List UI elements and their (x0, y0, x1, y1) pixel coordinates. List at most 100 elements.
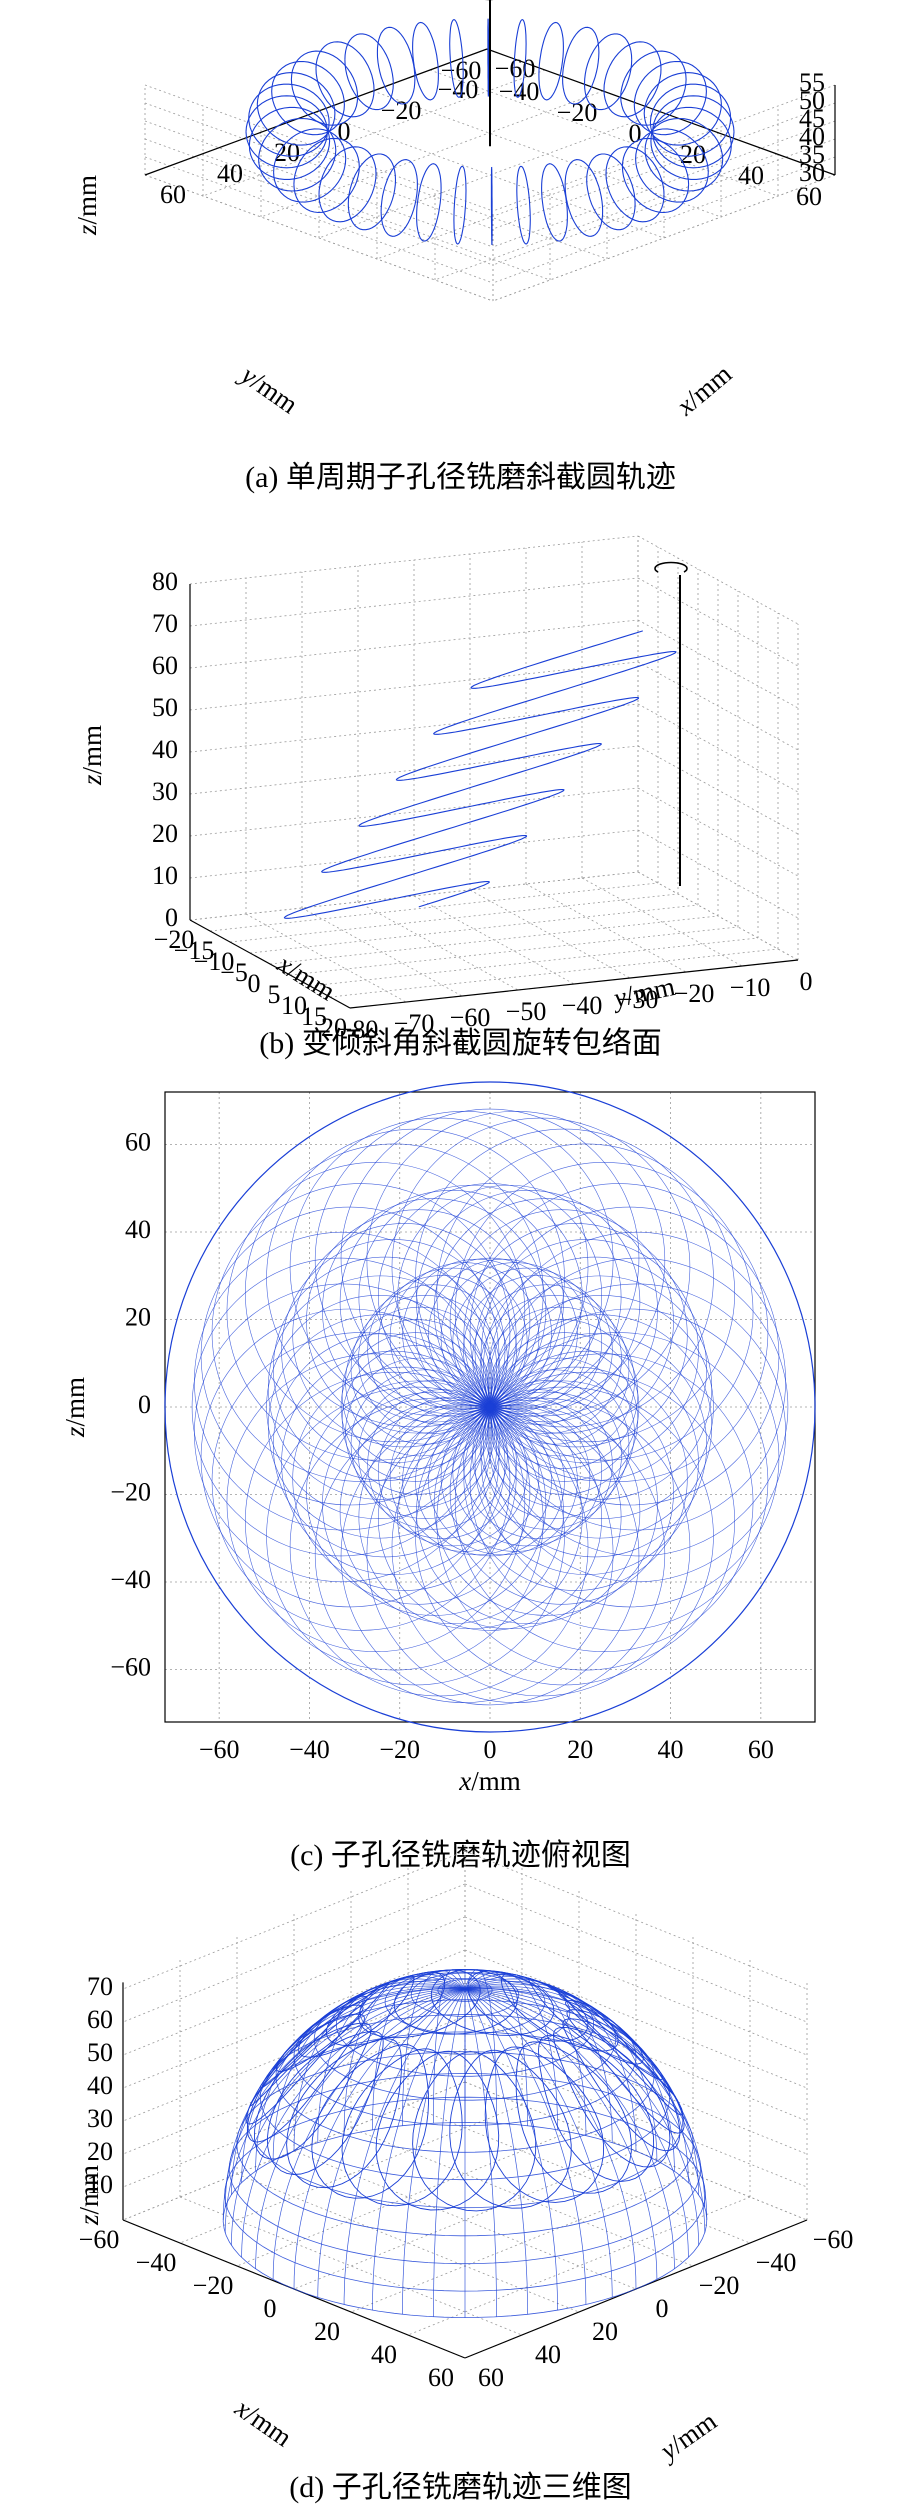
grid-line (469, 889, 631, 979)
trajectory-circle (293, 137, 360, 214)
y-axis-label: y/mm (652, 2406, 722, 2468)
z-tick-label: 40 (87, 2071, 113, 2100)
z-tick-label: 50 (152, 693, 178, 722)
trajectory-circle (366, 1111, 666, 1410)
y-tick-label: −10 (730, 973, 771, 1002)
x-tick-label: 5 (268, 980, 281, 1009)
rotation-arrow-icon (654, 561, 688, 573)
trajectory-circle (490, 166, 493, 245)
y-tick-label: −20 (674, 979, 715, 1008)
z-axis-label: z/mm (77, 725, 107, 786)
y-tick-label: 0 (800, 967, 813, 996)
trajectory-circle (586, 153, 636, 231)
trajectory-circle (298, 1975, 415, 2058)
trajectory-circle (652, 95, 735, 169)
x-tick-label: 40 (217, 159, 243, 188)
trajectory-circle (605, 146, 665, 223)
trajectory-circle (485, 1306, 635, 1457)
x-tick-label: 0 (264, 2294, 277, 2323)
y-tick-label: −60 (813, 2225, 854, 2254)
trajectory-circle (513, 18, 527, 98)
trajectory-circle (249, 1995, 368, 2107)
z-tick-label: 45 (799, 104, 825, 133)
z-tick-label: 30 (152, 777, 178, 806)
grid-line (637, 703, 799, 793)
envelope-curve (283, 630, 677, 919)
grid-line (249, 904, 699, 954)
grid-line (357, 901, 519, 991)
grid-line (189, 787, 639, 837)
z-tick-label: 10 (87, 2170, 113, 2199)
y-tick-label: −60 (110, 1652, 151, 1681)
trajectory-circle (397, 1184, 622, 1409)
latitude-line (224, 2096, 706, 2292)
trajectory-circle (474, 1239, 699, 1464)
trajectory-circle (436, 1143, 736, 1443)
chart-panel-a: −60 −40 −20 0 20 40 60 −60 −40 −20 0 20 40 60 30 35 40 45… (0, 0, 921, 520)
grid-line (318, 111, 662, 239)
grid-line (637, 577, 799, 667)
y-tick-label: 40 (535, 2340, 561, 2369)
y-tick-label: 40 (738, 161, 764, 190)
chart-d-svg: 60 40 20 0 −20 −40 −60 −60 −40 −20 0 20 40 60 10 20 30 40… (74, 1844, 854, 2468)
grid-line (144, 120, 494, 248)
y-tick-label: 60 (796, 182, 822, 211)
trajectory-circle (541, 163, 568, 242)
x-axis-label: x/mm (229, 2392, 297, 2452)
x-tick-label: −20 (193, 2271, 234, 2300)
x-tick-label: −20 (154, 925, 195, 954)
x-tick-label: 40 (371, 2340, 397, 2369)
y-tick-label: 0 (138, 1390, 151, 1419)
trajectory-circle (347, 153, 397, 231)
meridian-line (402, 1988, 466, 2315)
z-tick-label: 20 (87, 2137, 113, 2166)
grid-line (144, 156, 494, 284)
trajectory-circle (253, 2022, 372, 2160)
latitude-line (228, 2073, 702, 2265)
grid-line (122, 1883, 466, 2023)
outline-circle (164, 1081, 816, 1733)
trajectory-circle (463, 1223, 688, 1448)
chart-a-svg: −60−40−200204060−60−40−20020406030354045… (72, 0, 836, 422)
meridian-line (464, 1988, 613, 2298)
y-tick-label: −40 (756, 2248, 797, 2277)
trajectory-circle (488, 1275, 713, 1500)
grid-line (329, 948, 779, 998)
z-tick-label: 70 (152, 609, 178, 638)
trajectory-circle (273, 128, 347, 203)
trajectory-circle (487, 1231, 786, 1531)
y-tick-label: 40 (125, 1215, 151, 1244)
grid-line (293, 2150, 637, 2290)
trajectory-circle (290, 50, 359, 126)
trajectory-circle (245, 95, 328, 169)
z-tick-label: 50 (87, 2038, 113, 2067)
trajectory-circle (449, 2049, 572, 2209)
axis-x (144, 48, 488, 176)
z-tick-label: 40 (152, 735, 178, 764)
trajectory-circle (488, 1319, 639, 1469)
trajectory-circle (433, 1198, 658, 1423)
axis-y (349, 959, 799, 1009)
y-tick-label: −30 (618, 985, 659, 1014)
trajectory-circle (603, 41, 662, 118)
grid-line (122, 1850, 466, 1990)
trajectory-circle (266, 2030, 384, 2175)
grid-line (236, 2173, 580, 2313)
grid-line (122, 2048, 466, 2188)
trajectory-circle (621, 137, 690, 214)
grid-line (260, 90, 604, 218)
y-tick-label: 60 (125, 1127, 151, 1156)
x-tick-label: −5 (220, 958, 248, 987)
grid-line (301, 907, 463, 997)
trajectory-circle (416, 1189, 641, 1415)
caption-d: (d) 子孔径铣磨轨迹三维图 (289, 2471, 632, 2504)
latitude-line (410, 1972, 520, 2017)
grid-line (209, 882, 659, 932)
y-tick-label: 20 (125, 1302, 151, 1331)
trajectory-circle (516, 165, 531, 245)
trajectory-circle (376, 26, 416, 105)
caption-a: (a) 单周期子孔径铣磨斜截圆轨迹 (245, 461, 676, 494)
x-tick-label: −60 (79, 2225, 120, 2254)
trajectory-circle (453, 165, 467, 245)
